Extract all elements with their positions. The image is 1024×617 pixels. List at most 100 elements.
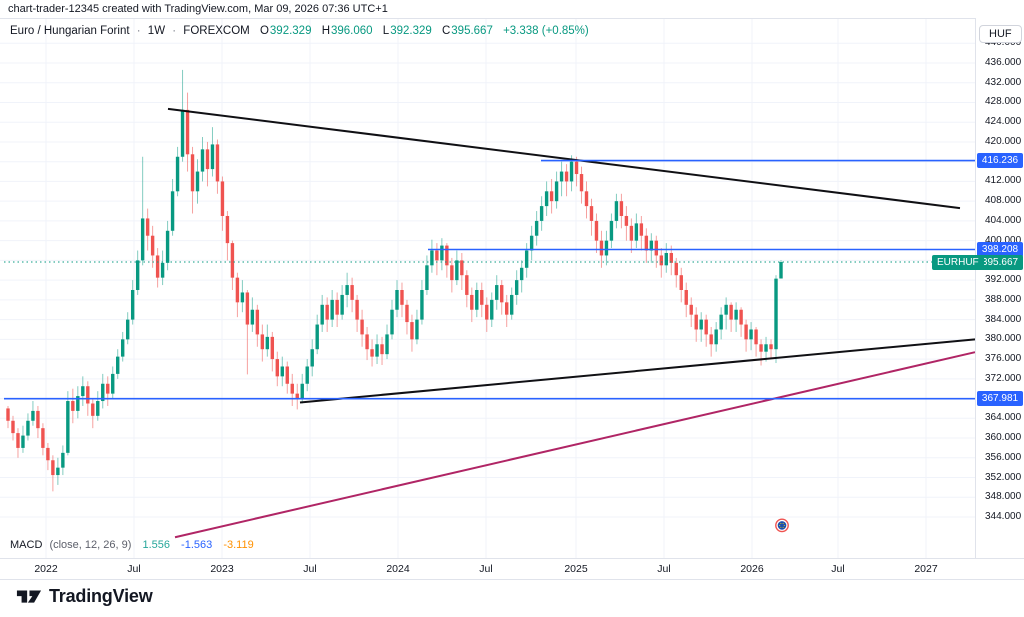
candle-body (639, 223, 644, 236)
candle-body (420, 290, 424, 320)
candle-body (440, 245, 444, 261)
candle-body (589, 206, 594, 221)
candle-body (410, 322, 414, 340)
descending-trendline[interactable] (167, 107, 961, 210)
high-value: 396.060 (331, 25, 373, 37)
candle-body (380, 344, 384, 355)
price-label-badge: 367.981 (977, 391, 1023, 407)
candle-body (345, 285, 349, 295)
candle-body (335, 299, 339, 315)
candle-body (155, 255, 160, 278)
price-axis[interactable]: 440.000436.000432.000428.000424.000420.0… (975, 18, 1024, 558)
candle-body (430, 250, 434, 266)
candle-body (185, 109, 190, 155)
candle-body (495, 285, 499, 300)
candle-body (734, 309, 738, 320)
candle-body (395, 290, 399, 310)
candle-body (205, 149, 210, 170)
time-tick-label: Jul (127, 563, 141, 575)
candle-body (554, 181, 559, 202)
price-tick-label: 364.000 (985, 412, 1022, 424)
macd-histogram-value: 1.556 (142, 539, 170, 551)
candle-body (280, 366, 284, 377)
candle-body (31, 410, 35, 421)
candle-body (46, 447, 50, 461)
exchange-label[interactable]: FOREXCOM (183, 25, 250, 37)
candle-body (584, 191, 589, 207)
candle-body (270, 336, 275, 360)
candle-body (235, 277, 240, 303)
candle-body (779, 262, 783, 279)
time-tick-label: Jul (303, 563, 317, 575)
candle-body (460, 260, 464, 276)
candle-body (574, 161, 579, 175)
candle-body (724, 304, 728, 315)
candle-body (505, 302, 509, 315)
candle-body (669, 252, 673, 263)
candle-body (644, 235, 649, 251)
candle-body (116, 356, 120, 374)
candle-body (340, 294, 344, 315)
candle-body (195, 171, 200, 192)
open-letter: O (259, 25, 269, 37)
price-tick-label: 412.000 (985, 175, 1022, 187)
attribution-bar: chart-trader-12345 created with TradingV… (0, 0, 1024, 18)
price-tick-label: 400.000 (985, 234, 1022, 246)
candle-body (265, 336, 270, 350)
price-label-badge: 416.236 (977, 153, 1023, 169)
candle-body (450, 265, 454, 281)
candle-body (400, 290, 404, 305)
candle-body (465, 275, 469, 295)
legend-separator: · (172, 25, 177, 37)
candle-body (659, 255, 664, 266)
candle-body (529, 235, 534, 251)
candle-body (390, 309, 394, 335)
time-axis[interactable]: 2022 Jul 2023 Jul 2024 Jul 2025 Jul 2026 Jul 2027 (0, 558, 1024, 580)
candle-body (435, 250, 439, 261)
candle-body (754, 329, 758, 345)
candle-body (130, 290, 135, 320)
candle-body (564, 171, 569, 182)
candle-body (749, 329, 753, 340)
tradingview-wordmark[interactable]: TradingView (49, 586, 153, 606)
candle-body (285, 366, 289, 384)
candle-body (111, 373, 115, 394)
candle-body (759, 344, 763, 352)
candle-body (320, 304, 324, 325)
candle-body (609, 220, 614, 241)
candle-body (295, 393, 299, 399)
candle-body (475, 290, 479, 310)
candle-body (325, 304, 329, 320)
candle-body (614, 201, 619, 221)
price-tick-label: 420.000 (985, 135, 1022, 147)
candle-body (245, 292, 250, 325)
currency-button[interactable]: HUF (979, 25, 1022, 43)
time-tick-label: 2026 (740, 563, 764, 575)
candle-body (21, 435, 25, 448)
symbol-title[interactable]: Euro / Hungarian Forint (10, 25, 130, 37)
candle-body (365, 334, 369, 350)
candle-body (230, 243, 235, 278)
economic-event-marker[interactable] (775, 518, 789, 533)
candle-body (300, 383, 304, 399)
price-tick-label: 428.000 (985, 96, 1022, 108)
candle-body (634, 223, 639, 241)
chart-top-border (0, 18, 1024, 19)
macd-label[interactable]: MACD (10, 539, 43, 551)
candle-body (41, 428, 45, 448)
interval-label[interactable]: 1W (147, 25, 166, 37)
candle-body (509, 294, 514, 315)
candle-body (664, 252, 668, 266)
candle-body (519, 267, 524, 281)
candle-body (774, 278, 778, 350)
crimson-trendline[interactable] (174, 351, 976, 539)
ascending-trendline[interactable] (299, 338, 976, 404)
candle-body (350, 285, 354, 300)
candle-body (355, 299, 359, 320)
candle-body (96, 401, 100, 416)
macd-line-value: -1.563 (181, 539, 213, 551)
tradingview-logo-icon[interactable] (16, 587, 42, 607)
candle-body (310, 349, 314, 367)
candle-body (11, 420, 15, 434)
